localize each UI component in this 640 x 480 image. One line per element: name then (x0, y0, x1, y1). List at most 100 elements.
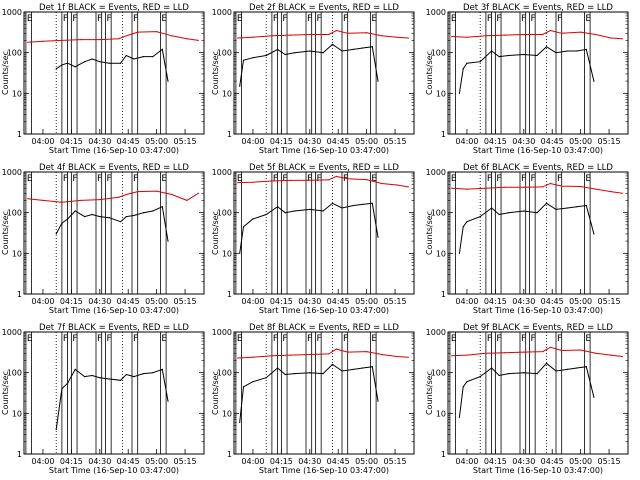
lld-series-line-point (504, 186, 506, 188)
flag-label: F (496, 174, 501, 184)
lld-series-line-point (290, 179, 292, 181)
plot-frame (447, 11, 629, 135)
events-series-line-point (99, 216, 101, 218)
x-tick-label: 04:30 (512, 297, 535, 306)
lld-series-line-point (595, 33, 597, 36)
lld-series-line-point (451, 35, 453, 38)
y-tick-label: 10 (222, 89, 232, 98)
events-series-line-point (152, 210, 154, 212)
events-series-line-point (371, 46, 373, 48)
x-tick-label: 04:45 (327, 297, 350, 306)
events-series-line-point (61, 64, 63, 66)
events-series-line-point (142, 373, 144, 375)
flag-label: F (316, 14, 321, 24)
events-series-line-point (362, 367, 364, 369)
events-series-line-point (265, 213, 267, 216)
lld-series-line-point (252, 356, 254, 358)
y-tick-label: 1 (17, 130, 22, 139)
lld-series-line-point (271, 355, 273, 357)
y-tick-label: 10 (436, 249, 446, 258)
x-tick-label: 04:45 (541, 457, 564, 466)
events-series-line-point (576, 206, 578, 208)
lld-series-line-point (466, 188, 468, 190)
x-tick-label: 04:45 (541, 297, 564, 306)
flag-label: F (316, 174, 321, 184)
y-tick-label: 1 (227, 130, 232, 139)
flag-label: F (530, 334, 535, 344)
x-axis-label: Start Time (16-Sep-10 03:47:00) (49, 466, 179, 475)
events-series-line (239, 43, 379, 87)
x-tick-label: 04:15 (60, 137, 83, 146)
flag-label: E (585, 334, 591, 344)
events-series-line-point (284, 53, 286, 56)
lld-series-line-point (27, 41, 29, 43)
flag-label: F (106, 334, 111, 344)
lld-series-line-point (271, 35, 273, 37)
x-tick-label: 04:45 (117, 297, 140, 306)
flag-label: F (487, 334, 492, 344)
events-series-line-point (523, 210, 525, 212)
events-series-line-point (252, 381, 254, 383)
flag-label: E (371, 174, 377, 184)
x-tick-label: 04:15 (270, 297, 293, 306)
lld-series-line-point (252, 36, 254, 38)
lld-series-line-point (125, 193, 127, 196)
y-tick-label: 1000 (2, 328, 22, 337)
y-tick-label: 1000 (2, 168, 22, 177)
events-series-line-point (277, 367, 279, 369)
lld-series-line-point (99, 39, 101, 41)
events-series-line-point (239, 421, 241, 423)
y-axis-label: Counts/sec (211, 371, 220, 415)
lld-series-line-point (396, 184, 398, 186)
x-tick-label: 05:00 (145, 297, 168, 306)
lld-series-line-point (407, 356, 409, 358)
flag-label: E (161, 14, 167, 24)
events-series-line-point (284, 373, 286, 376)
events-series-line (55, 368, 169, 430)
events-series-line-point (352, 48, 354, 51)
lld-series-line-point (466, 36, 468, 38)
lld-series-line-point (610, 37, 612, 39)
flag-label: E (27, 14, 33, 24)
y-axis-label: Counts/sec (1, 51, 10, 95)
x-tick-label: 05:00 (569, 137, 592, 146)
events-series-line (458, 202, 595, 254)
y-tick-label: 100 (7, 209, 22, 218)
lld-series-line-point (290, 354, 292, 356)
plot-frame (23, 331, 205, 455)
events-series-line-point (277, 206, 279, 208)
panel-title: Det 4f BLACK = Events, RED = LLD (39, 163, 189, 173)
events-series-line (239, 202, 379, 254)
events-series-line-point (498, 374, 500, 377)
lld-series-line-point (27, 198, 29, 200)
lld-series-line-point (335, 348, 337, 350)
lld-series-line (237, 29, 409, 39)
events-series-line-point (585, 366, 587, 368)
events-series-line-point (322, 373, 324, 375)
y-tick-label: 1000 (2, 8, 22, 17)
lld-series-line-point (381, 182, 383, 185)
events-series-line-point (74, 210, 76, 212)
flag-label: F (530, 14, 535, 24)
y-tick-label: 100 (431, 369, 446, 378)
lld-series-line-point (197, 39, 199, 42)
events-series-line-point (84, 216, 86, 218)
events-series-line-point (309, 208, 311, 210)
lld-series-line-point (580, 349, 582, 351)
y-tick-label: 10 (222, 409, 232, 418)
events-series-line-point (462, 386, 464, 388)
x-tick-label: 04:30 (88, 297, 111, 306)
x-tick-label: 05:00 (355, 297, 378, 306)
lld-series-line-point (42, 199, 44, 201)
y-tick-label: 10 (12, 89, 22, 98)
events-series-line-point (284, 212, 286, 214)
y-tick-label: 100 (431, 209, 446, 218)
x-tick-label: 04:45 (117, 457, 140, 466)
events-series-line-point (362, 47, 364, 49)
events-series-line-point (91, 374, 93, 377)
events-series-line-point (322, 52, 324, 54)
lld-series-line-point (366, 351, 368, 353)
panel-title: Det 5f BLACK = Events, RED = LLD (249, 163, 399, 173)
x-tick-label: 05:15 (598, 297, 621, 306)
plot-frame (233, 171, 415, 295)
